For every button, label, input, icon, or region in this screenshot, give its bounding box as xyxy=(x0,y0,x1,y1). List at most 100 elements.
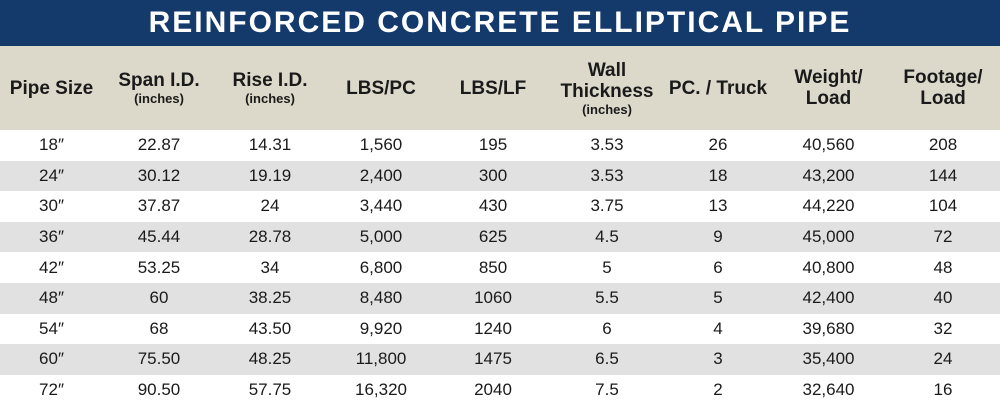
cell-weight-load: 35,400 xyxy=(802,349,855,369)
cell-weight-load: 40,560 xyxy=(802,135,855,155)
cell-rise-id: 38.25 xyxy=(248,288,292,308)
table-row: 36″ 45.44 28.78 5,000 625 4.5 9 45,000 72 xyxy=(0,221,1000,253)
cell-lbs-pc: 8,480 xyxy=(359,288,403,308)
cell-pipe-size: 36″ xyxy=(39,227,64,247)
cell-footage-load: 104 xyxy=(928,196,958,216)
cell-lbs-lf: 850 xyxy=(478,257,508,277)
column-header-wall-thickness: Wall Thickness (inches) xyxy=(549,46,665,130)
cell-pipe-size: 18″ xyxy=(39,135,64,155)
cell-lbs-pc: 11,800 xyxy=(355,349,407,369)
cell-weight-load: 32,640 xyxy=(802,380,855,400)
table-header-row: Pipe Size Span I.D. (inches) Rise I.D. (inch… xyxy=(0,46,1000,130)
cell-footage-load: 24 xyxy=(933,349,953,369)
table-row: 18″ 22.87 14.31 1,560 195 3.53 26 40,560 208 xyxy=(0,130,1000,161)
cell-footage-load: 40 xyxy=(933,288,953,308)
cell-rise-id: 57.75 xyxy=(248,380,292,400)
table-row: 54″ 68 43.50 9,920 1240 6 4 39,680 32 xyxy=(0,313,1000,345)
cell-wall-thickness: 5 xyxy=(602,257,612,277)
cell-wall-thickness: 5.5 xyxy=(595,288,619,308)
column-header-label: Footage/ xyxy=(903,67,983,88)
column-header-label: LBS/PC xyxy=(346,77,416,99)
cell-lbs-lf: 625 xyxy=(478,227,508,247)
cell-rise-id: 48.25 xyxy=(248,349,292,369)
column-header-pc-truck: PC. / Truck xyxy=(665,46,771,130)
column-header-label: Weight/ xyxy=(794,67,863,88)
cell-pipe-size: 42″ xyxy=(39,257,64,277)
cell-lbs-lf: 195 xyxy=(478,135,508,155)
column-header-label: Span I.D. xyxy=(118,70,200,91)
column-header-span-id: Span I.D. (inches) xyxy=(103,46,215,130)
cell-pc-truck: 9 xyxy=(713,227,723,247)
column-header-label: Rise I.D. xyxy=(232,70,308,91)
cell-lbs-pc: 16,320 xyxy=(355,380,407,400)
page-title: REINFORCED CONCRETE ELLIPTICAL PIPE xyxy=(0,0,1000,46)
cell-rise-id: 19.19 xyxy=(248,165,292,185)
cell-pipe-size: 54″ xyxy=(39,318,64,338)
cell-rise-id: 14.31 xyxy=(248,135,292,155)
cell-footage-load: 32 xyxy=(933,318,953,338)
cell-pc-truck: 18 xyxy=(708,165,728,185)
cell-lbs-lf: 1060 xyxy=(474,288,512,308)
cell-lbs-pc: 2,400 xyxy=(359,165,403,185)
cell-pipe-size: 30″ xyxy=(39,196,64,216)
column-header-unit: (inches) xyxy=(245,91,295,106)
cell-wall-thickness: 4.5 xyxy=(595,227,619,247)
cell-span-id: 45.44 xyxy=(137,227,181,247)
cell-wall-thickness: 3.75 xyxy=(590,196,624,216)
cell-weight-load: 45,000 xyxy=(802,227,855,247)
column-header-label: LBS/LF xyxy=(459,77,527,99)
cell-lbs-pc: 3,440 xyxy=(359,196,403,216)
cell-pipe-size: 72″ xyxy=(39,380,64,400)
cell-pc-truck: 3 xyxy=(713,349,723,369)
cell-weight-load: 40,800 xyxy=(802,257,855,277)
cell-lbs-lf: 2040 xyxy=(474,380,512,400)
cell-footage-load: 48 xyxy=(933,257,953,277)
cell-wall-thickness: 3.53 xyxy=(590,135,624,155)
column-header-footage-load: Footage/Load xyxy=(886,46,1000,130)
column-header-label-line2: Thickness xyxy=(560,80,654,102)
table-row: 60″ 75.50 48.25 11,800 1475 6.5 3 35,400 24 xyxy=(0,344,1000,375)
column-header-label-line2: Load xyxy=(920,88,966,109)
table-row: 24″ 30.12 19.19 2,400 300 3.53 18 43,200 144 xyxy=(0,160,1000,192)
cell-rise-id: 24 xyxy=(260,196,280,216)
cell-span-id: 75.50 xyxy=(137,349,181,369)
cell-footage-load: 16 xyxy=(933,380,953,400)
cell-lbs-lf: 1240 xyxy=(474,318,512,338)
cell-span-id: 37.87 xyxy=(137,196,181,216)
cell-span-id: 68 xyxy=(149,318,169,338)
table-row: 48″ 60 38.25 8,480 1060 5.5 5 42,400 40 xyxy=(0,282,1000,314)
column-header-unit: (inches) xyxy=(134,91,184,106)
cell-lbs-pc: 9,920 xyxy=(359,318,403,338)
column-header-label: PC. / Truck xyxy=(668,77,768,99)
cell-wall-thickness: 6.5 xyxy=(595,349,619,369)
cell-pipe-size: 48″ xyxy=(39,288,64,308)
column-header-label-line2: Load xyxy=(805,88,852,109)
cell-wall-thickness: 6 xyxy=(602,318,612,338)
cell-footage-load: 72 xyxy=(933,227,953,247)
cell-pipe-size: 60″ xyxy=(39,349,64,369)
cell-lbs-lf: 1475 xyxy=(474,349,512,369)
column-header-unit: (inches) xyxy=(582,101,632,117)
cell-footage-load: 208 xyxy=(928,135,958,155)
table-body: 18″ 22.87 14.31 1,560 195 3.53 26 40,560 208 24″ 3… xyxy=(0,130,1000,406)
cell-pc-truck: 5 xyxy=(713,288,723,308)
table-row: 30″ 37.87 24 3,440 430 3.75 13 44,220 104 xyxy=(0,191,1000,222)
cell-weight-load: 42,400 xyxy=(802,288,855,308)
column-header-label: Wall xyxy=(587,59,627,81)
cell-rise-id: 43.50 xyxy=(248,318,292,338)
cell-span-id: 60 xyxy=(149,288,169,308)
cell-span-id: 53.25 xyxy=(137,257,181,277)
cell-weight-load: 43,200 xyxy=(802,165,855,185)
cell-weight-load: 44,220 xyxy=(802,196,855,216)
cell-weight-load: 39,680 xyxy=(802,318,855,338)
cell-wall-thickness: 7.5 xyxy=(595,380,619,400)
column-header-label: Pipe Size xyxy=(9,77,94,99)
column-header-lbs-pc: LBS/PC xyxy=(325,46,437,130)
cell-rise-id: 34 xyxy=(260,257,280,277)
cell-lbs-pc: 6,800 xyxy=(359,257,403,277)
cell-span-id: 90.50 xyxy=(137,380,181,400)
column-header-pipe-size: Pipe Size xyxy=(0,46,103,130)
cell-pc-truck: 26 xyxy=(708,135,728,155)
column-header-weight-load: Weight/Load xyxy=(771,46,886,130)
